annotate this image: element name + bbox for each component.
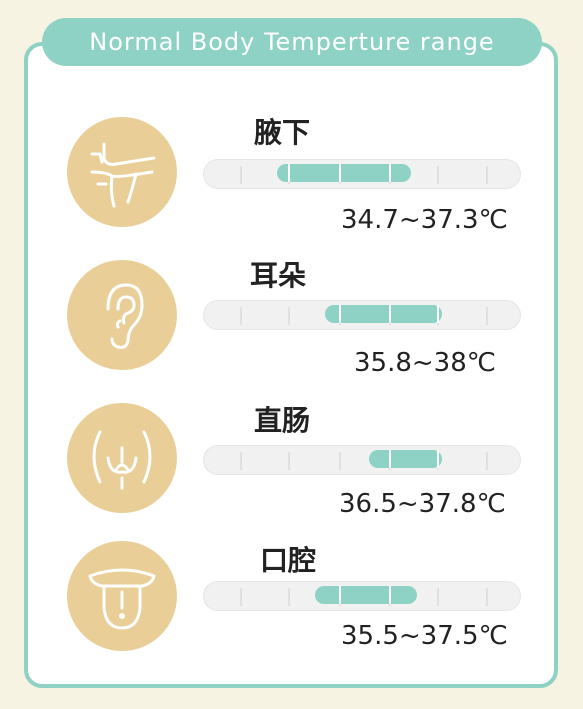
fill-tick xyxy=(287,164,290,182)
list-item-rectal: 直肠 36.5~37.8℃ xyxy=(0,393,583,533)
temperature-range: 36.5~37.8℃ xyxy=(339,489,506,519)
armpit-icon xyxy=(67,117,177,227)
fill-tick xyxy=(388,450,391,468)
fill-tick xyxy=(388,305,391,323)
item-label: 耳朵 xyxy=(250,259,307,292)
buttocks-icon xyxy=(67,403,177,513)
item-label: 口腔 xyxy=(260,544,317,577)
item-label: 腋下 xyxy=(254,116,311,149)
temperature-range: 35.5~37.5℃ xyxy=(341,621,508,651)
fill-tick xyxy=(338,586,341,604)
fill-tick xyxy=(436,450,439,468)
list-item-ear: 耳朵 35.8~38℃ xyxy=(0,250,583,390)
temperature-range: 35.8~38℃ xyxy=(354,348,496,378)
item-label: 直肠 xyxy=(254,404,311,437)
fill-tick xyxy=(436,305,439,323)
fill-tick xyxy=(338,305,341,323)
range-bar-fill xyxy=(315,586,418,604)
temperature-range: 34.7~37.3℃ xyxy=(341,205,508,235)
list-item-oral: 口腔 35.5~37.5℃ xyxy=(0,535,583,675)
range-bar-fill xyxy=(324,305,443,323)
range-bar xyxy=(203,445,521,475)
range-bar-fill xyxy=(369,450,443,468)
fill-tick xyxy=(388,164,391,182)
fill-tick xyxy=(388,586,391,604)
page-title: Normal Body Temperture range xyxy=(42,18,542,66)
fill-tick xyxy=(338,164,341,182)
range-bar-fill xyxy=(277,164,411,182)
list-item-armpit: 腋下 34.7~37.3℃ xyxy=(0,105,583,245)
range-bar xyxy=(203,159,521,189)
ear-icon xyxy=(67,260,177,370)
range-bar xyxy=(203,581,521,611)
range-bar xyxy=(203,300,521,330)
tongue-icon xyxy=(67,541,177,651)
